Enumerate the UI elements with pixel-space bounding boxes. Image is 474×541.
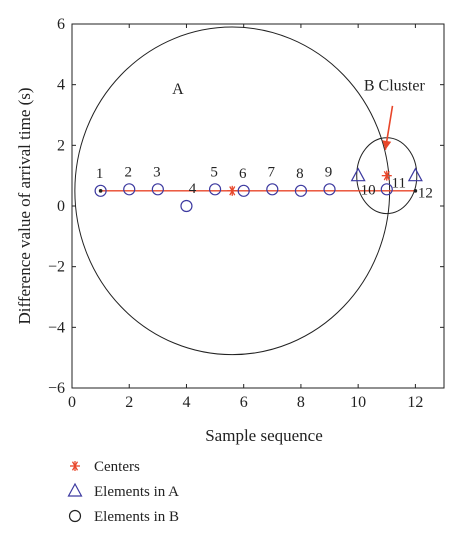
- legend-marker-elements-b: [68, 509, 82, 523]
- cluster-label-b: B Cluster: [364, 78, 426, 95]
- cluster-label-a: A: [172, 81, 184, 98]
- point-label: 4: [189, 181, 197, 197]
- annotations: A B Cluster: [172, 78, 426, 151]
- x-tick-label: 8: [297, 394, 305, 411]
- point-label: 2: [124, 164, 132, 180]
- x-tick-label: 4: [182, 394, 190, 411]
- point-label: 6: [239, 166, 247, 182]
- legend-label: Centers: [94, 459, 140, 475]
- point-label: 5: [210, 164, 218, 180]
- element-b-marker: [237, 184, 250, 197]
- y-tick-label: −4: [48, 319, 65, 336]
- y-tick-label: 4: [57, 77, 65, 94]
- element-b-marker: [123, 183, 136, 196]
- legend-marker-elements-a: [67, 482, 83, 497]
- element-b-marker: [180, 199, 193, 213]
- point-label: 1: [96, 166, 104, 182]
- center-marker: [381, 170, 392, 181]
- point-label: 3: [153, 164, 161, 180]
- annotation-arrow-head: [382, 140, 392, 150]
- y-tick-label: 2: [57, 137, 65, 154]
- line-endpoint: [98, 189, 103, 193]
- legend-label: Elements in B: [94, 509, 179, 525]
- element-a-marker: [350, 167, 366, 182]
- legend-marker-centers: [70, 461, 80, 471]
- legend: Centers Elements in A Elements in B: [67, 459, 179, 525]
- x-tick-label: 2: [125, 394, 133, 411]
- point-label: 10: [361, 183, 376, 199]
- x-tick-label: 0: [68, 394, 76, 411]
- legend-label: Elements in A: [94, 484, 179, 500]
- element-a-marker: [407, 167, 423, 182]
- point-label: 7: [268, 164, 276, 180]
- y-tick-label: −6: [48, 380, 65, 397]
- x-tick-label: 10: [350, 394, 366, 411]
- x-axis-title: Sample sequence: [205, 426, 323, 445]
- element-b-marker: [294, 184, 308, 197]
- line-endpoint: [413, 189, 418, 193]
- point-label: 11: [392, 175, 406, 191]
- element-b-marker: [94, 184, 107, 197]
- point-label: 8: [296, 166, 304, 182]
- center-marker: [227, 185, 238, 196]
- x-tick-label: 6: [240, 394, 248, 411]
- y-axis-title: Difference value of arrival time (s): [15, 87, 34, 324]
- element-b-marker: [323, 183, 336, 196]
- element-b-marker: [208, 183, 222, 196]
- point-label: 9: [325, 164, 333, 180]
- element-b-marker: [266, 183, 279, 196]
- element-b-marker: [380, 183, 393, 196]
- point-label: 12: [418, 186, 433, 202]
- element-b-marker: [151, 183, 164, 196]
- x-tick-label: 12: [407, 394, 423, 411]
- y-tick-label: 0: [57, 198, 65, 215]
- y-tick-label: 6: [57, 16, 65, 33]
- data-markers: [94, 167, 423, 213]
- y-tick-label: −2: [48, 259, 65, 276]
